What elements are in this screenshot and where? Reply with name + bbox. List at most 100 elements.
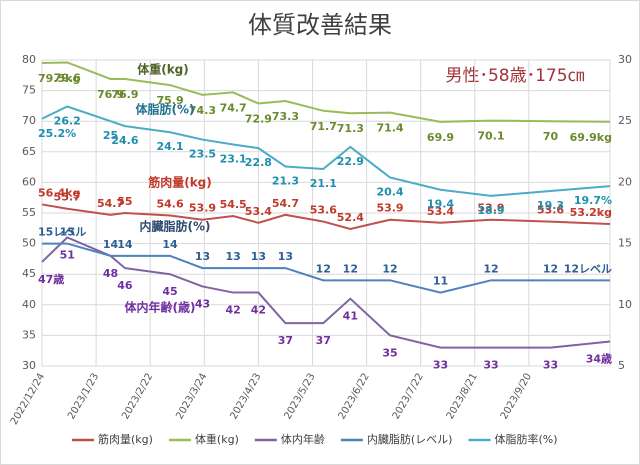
data-label: 14 <box>162 238 178 251</box>
legend-label: 体重(kg) <box>195 432 239 446</box>
data-label: 13 <box>195 250 210 263</box>
legend-label: 筋肉量(kg) <box>98 432 153 446</box>
series-line <box>41 203 611 230</box>
y-tick-label: 75 <box>22 84 36 97</box>
data-label: 21.1 <box>310 177 337 190</box>
data-label: 70 <box>543 130 559 143</box>
data-label: 70.1 <box>477 130 504 143</box>
data-label: 37 <box>278 334 293 347</box>
series-line <box>42 242 610 294</box>
data-label: 12 <box>343 262 358 275</box>
data-label: 34歳 <box>586 352 612 366</box>
annotation: 体脂肪(%) <box>136 102 195 117</box>
data-label: 79.6 <box>54 71 81 84</box>
data-label: 12 <box>483 262 498 275</box>
data-label: 21.3 <box>272 174 299 187</box>
y-tick-label: 70 <box>22 114 36 127</box>
y2-tick-label: 25 <box>618 114 632 127</box>
data-label: 47歳 <box>38 272 64 286</box>
data-label: 74.3 <box>189 104 216 117</box>
data-label: 53.2kg <box>570 206 612 219</box>
data-label: 23.1 <box>220 152 247 165</box>
data-label: 46 <box>117 279 133 292</box>
legend-label: 内臓脂肪(レベル) <box>367 432 453 446</box>
data-label: 41 <box>343 310 358 323</box>
data-label: 19.4 <box>427 198 454 211</box>
data-label: 42 <box>251 304 266 317</box>
data-label: 20.4 <box>376 186 403 199</box>
legend-label: 体内年齢 <box>281 432 325 446</box>
data-label: 53.6 <box>537 204 564 217</box>
y-tick-label: 80 <box>22 53 36 66</box>
data-label: 69.9 <box>427 131 454 144</box>
data-label: 71.3 <box>337 122 364 135</box>
data-label: 12 <box>382 262 397 275</box>
series-line <box>41 236 611 349</box>
data-label: 19.3 <box>537 199 564 212</box>
data-label: 14 <box>103 238 119 251</box>
data-label: 53.4 <box>245 205 272 218</box>
y-tick-label: 55 <box>22 206 36 219</box>
legend: 筋肉量(kg) 体重(kg) 体内年齢 内臓脂肪(レベル) 体脂肪率(%) <box>72 432 558 446</box>
data-label: 23.5 <box>189 148 216 161</box>
data-label: 72.9 <box>245 112 272 125</box>
data-label: 14 <box>117 238 133 251</box>
data-label: 13 <box>251 250 266 263</box>
data-label: 12 <box>316 262 331 275</box>
y2-tick-label: 15 <box>618 237 632 250</box>
data-label: 13 <box>278 250 293 263</box>
data-label: 73.3 <box>272 110 299 123</box>
annotation: 体重(kg) <box>137 62 189 77</box>
data-label: 52.4 <box>337 211 364 224</box>
y-tick-label: 65 <box>22 145 36 158</box>
data-label: 26.2 <box>54 115 81 128</box>
y-tick-label: 45 <box>22 267 36 280</box>
data-label: 12レベル <box>564 262 612 275</box>
data-label: 74.7 <box>220 101 247 114</box>
data-label: 18.9 <box>477 204 504 217</box>
y-tick-label: 30 <box>22 359 36 372</box>
y-tick-label: 50 <box>22 237 36 250</box>
chart-title: 体質改善結果 <box>248 11 392 39</box>
data-label: 43 <box>195 297 210 310</box>
data-label: 24.6 <box>111 134 138 147</box>
data-label: 54.7 <box>272 197 299 210</box>
subtitle: 男性･58歳･175㎝ <box>445 66 584 86</box>
data-label: 13 <box>225 250 240 263</box>
data-label: 24.1 <box>156 140 183 153</box>
data-label: 53.4 <box>427 205 454 218</box>
y-tick-label: 35 <box>22 328 36 341</box>
data-label: 51 <box>60 248 75 261</box>
data-label: 53.9 <box>376 202 403 215</box>
data-label: 25 <box>103 129 118 142</box>
data-label: 54.5 <box>220 198 247 211</box>
data-label: 55 <box>117 195 132 208</box>
legend-label: 体脂肪率(%) <box>494 432 557 446</box>
y2-tick-label: 5 <box>618 359 625 372</box>
data-label: 33 <box>483 359 498 372</box>
data-label: 53.6 <box>310 204 337 217</box>
data-label: 35 <box>382 346 397 359</box>
y2-tick-label: 20 <box>618 175 632 188</box>
y2-tick-label: 30 <box>618 53 632 66</box>
data-label: 71.7 <box>310 120 337 133</box>
data-label: 71.4 <box>376 122 403 135</box>
data-label: 37 <box>316 334 331 347</box>
data-label: 33 <box>543 359 558 372</box>
series-line <box>41 61 611 123</box>
data-label: 75.9 <box>156 94 183 107</box>
data-label: 54.6 <box>156 197 183 210</box>
annotation: 体内年齢(歳) <box>125 300 196 315</box>
data-label: 11 <box>433 275 448 288</box>
data-label: 69.9kg <box>570 131 612 144</box>
y-tick-label: 40 <box>22 298 36 311</box>
data-label: 22.9 <box>337 155 364 168</box>
data-label: 22.8 <box>245 156 272 169</box>
data-label: 53.9 <box>189 202 216 215</box>
data-label: 76.9 <box>111 88 138 101</box>
data-label: 54.7 <box>97 197 124 210</box>
data-label: 15レベル <box>38 226 86 239</box>
series-line <box>41 105 611 197</box>
data-label: 76.9 <box>97 88 124 101</box>
